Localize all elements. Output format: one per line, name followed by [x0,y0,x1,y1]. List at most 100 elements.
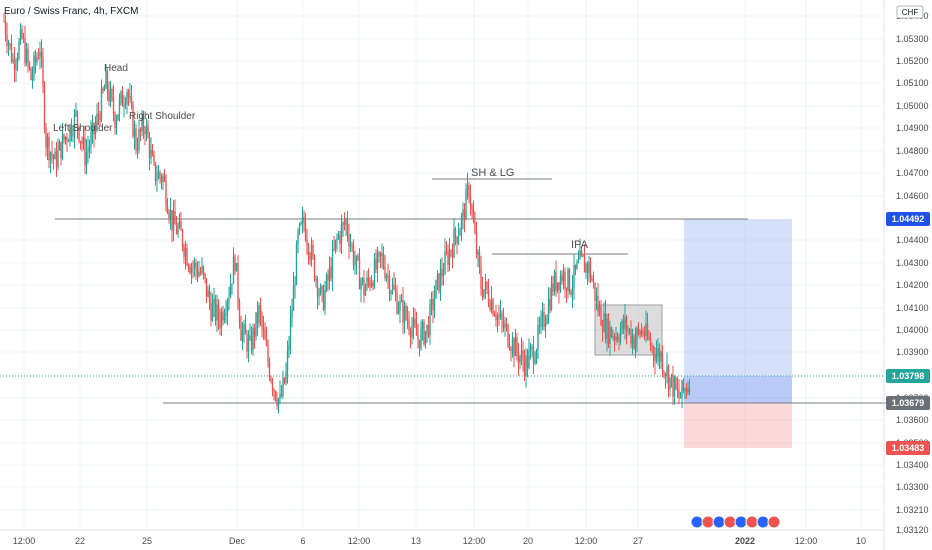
y-axis[interactable]: 1.054001.053001.052001.051001.050001.049… [896,11,929,535]
candle-body [231,283,233,285]
event-icon[interactable] [734,515,748,529]
candle-body [109,88,112,102]
candle-body [618,340,620,342]
candle-body [103,88,106,91]
candle-body [655,353,658,362]
candle-body [63,134,65,140]
candle-body [234,256,236,272]
candle-body [232,256,235,284]
currency-box[interactable] [896,5,924,19]
candle-body [634,339,637,349]
candle-body [274,391,277,400]
x-tick-label: 2022 [735,536,755,546]
candle-body [259,305,262,316]
candle-body [118,99,121,115]
x-tick-label: 12:00 [463,536,486,546]
candle-body [25,48,28,64]
candle-body [475,232,478,255]
candle-body [336,237,338,240]
candle-body [595,295,598,301]
candle-body [502,320,505,328]
event-icon[interactable] [745,515,759,529]
candle-body [72,135,74,137]
event-icon[interactable] [701,515,715,529]
candle-body [663,372,665,375]
candle-body [469,196,472,207]
candle-body [256,312,259,324]
candle-body [73,113,76,136]
event-icon[interactable] [767,515,781,529]
x-tick-label: 20 [523,536,533,546]
candle-body [640,330,643,336]
candle-body [349,244,352,247]
candle-body [525,355,527,376]
candle-body [307,245,310,257]
candle-body [354,263,356,266]
candle-body [676,388,679,390]
y-tick-label: 1.03210 [896,505,929,515]
candle-body [297,232,299,244]
candle-body [516,337,518,353]
candle-body [376,252,379,270]
candle-body [90,132,92,147]
annotation-ipa: IPA [571,239,589,251]
event-icons[interactable] [690,515,781,529]
candle-body [571,287,574,295]
entry-zone [684,376,792,403]
candle-body [286,349,289,372]
candle-body [546,318,548,324]
candle-body [301,216,304,223]
event-icon[interactable] [690,515,704,529]
candle-body [613,336,616,340]
event-icon[interactable] [723,515,737,529]
candle-body [429,303,431,336]
y-tick-label: 1.05000 [896,101,929,111]
candle-body [208,290,211,303]
candle-body [492,299,494,315]
x-axis[interactable]: 12:00 22 25 Dec 6 12:00 13 12:00 20 12:00 27 2022 12… [13,536,866,546]
candle-body [367,277,370,281]
candle-body [445,251,448,253]
y-tick-label: 1.04900 [896,123,929,133]
candle-body [567,268,569,291]
candle-body [406,317,409,321]
candle-body [147,125,149,138]
candle-body [13,59,16,70]
candle-body [433,298,436,311]
candle-body [291,310,293,318]
candle-body [115,120,118,128]
candle-body [649,339,652,347]
event-icon[interactable] [756,515,770,529]
candle-body [532,346,535,364]
candle-body [114,113,116,128]
candle-body [207,290,209,297]
candle-body [201,266,203,273]
candle-body [508,345,511,350]
candle-body [148,137,151,159]
candle-body [486,281,488,291]
candle-body [129,96,131,98]
candle-body [631,336,634,344]
candle-body [387,275,389,277]
candle-body [28,62,31,68]
price-badge-label: 1.03679 [892,398,925,408]
candle-body [592,280,595,283]
candle-body [96,113,98,125]
price-badge-label: 1.03483 [892,443,925,453]
price-badge [886,369,930,383]
candle-body [612,336,614,338]
candle-body [81,141,83,145]
candle-body [309,256,311,260]
candle-body [75,111,77,114]
candle-body [94,124,97,135]
annotation-sh-lg: SH & LG [471,167,514,179]
y-tick-label: 1.04600 [896,191,929,201]
target-zone [684,219,792,376]
event-icon[interactable] [712,515,726,529]
candle-body [187,265,190,269]
x-tick-label: 12:00 [575,536,598,546]
candle-body [21,29,23,38]
candle-body [493,314,496,317]
candle-body [397,310,400,314]
